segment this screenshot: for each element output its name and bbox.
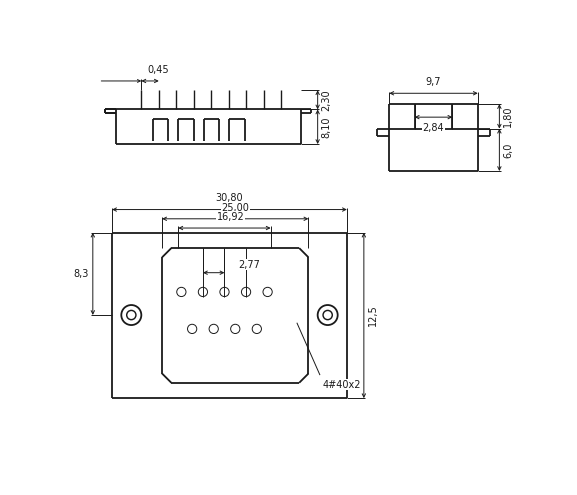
- Text: 0,45: 0,45: [147, 65, 168, 75]
- Text: 16,92: 16,92: [217, 212, 245, 222]
- Text: 30,80: 30,80: [216, 194, 243, 203]
- Text: 1,80: 1,80: [503, 105, 513, 127]
- Text: 6,0: 6,0: [503, 142, 513, 157]
- Text: 2,84: 2,84: [423, 123, 444, 133]
- Text: 8,3: 8,3: [74, 269, 89, 279]
- Text: 8,10: 8,10: [321, 116, 332, 138]
- Text: 2,77: 2,77: [238, 259, 260, 270]
- Text: 4#40x2: 4#40x2: [323, 380, 361, 390]
- Text: 25,00: 25,00: [222, 202, 249, 213]
- Text: 12,5: 12,5: [368, 304, 378, 326]
- Text: 9,7: 9,7: [426, 77, 441, 87]
- Text: 2,30: 2,30: [321, 89, 332, 111]
